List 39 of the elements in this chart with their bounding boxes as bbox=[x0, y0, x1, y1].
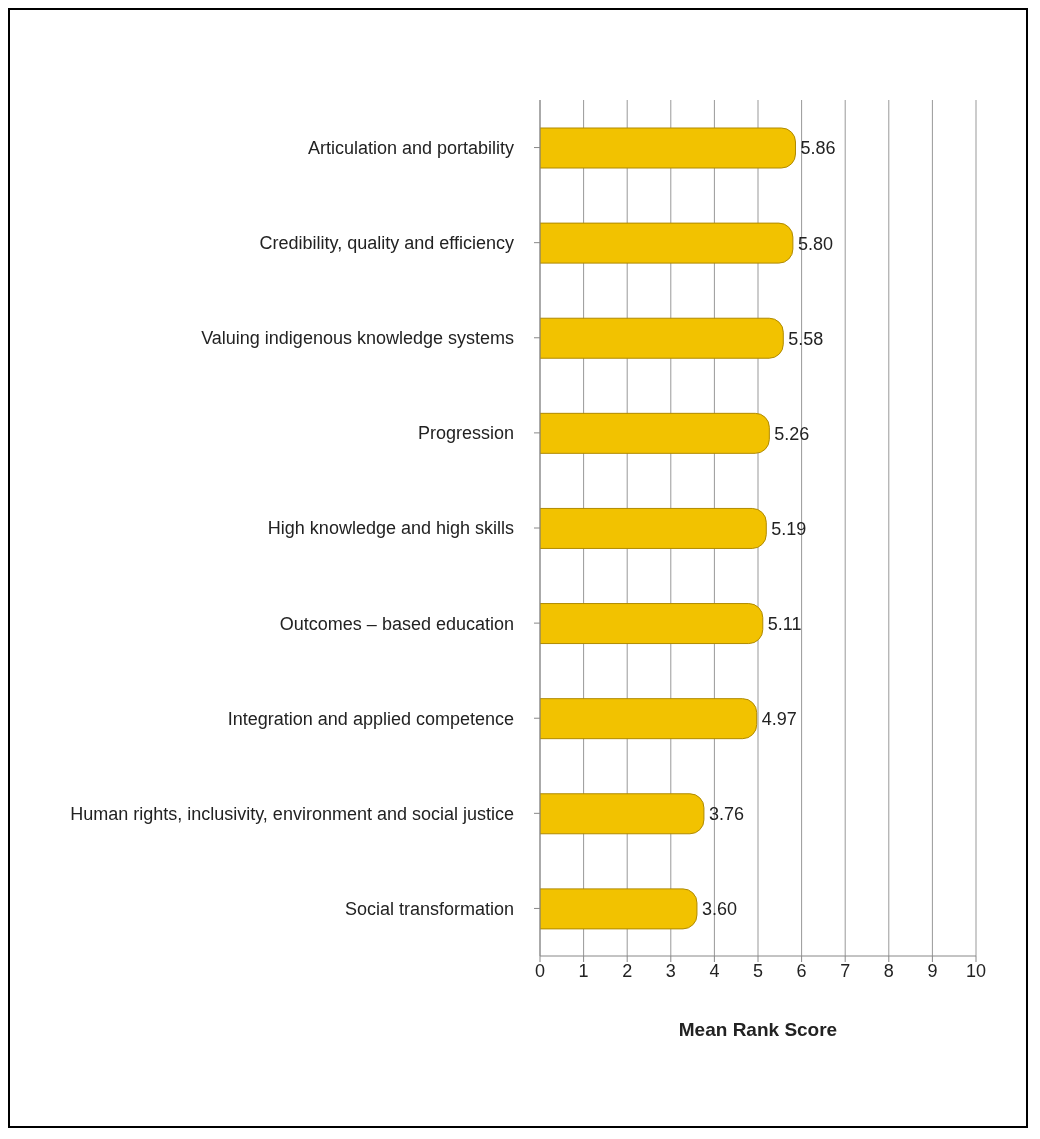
y-tick-label: Credibility, quality and efficiency bbox=[259, 233, 514, 254]
data-label: 5.19 bbox=[771, 518, 807, 539]
bar bbox=[540, 222, 794, 264]
data-label: 4.97 bbox=[761, 709, 797, 730]
bar bbox=[540, 507, 767, 549]
y-tick-label: High knowledge and high skills bbox=[267, 518, 514, 539]
bar bbox=[540, 888, 698, 930]
data-label: 3.60 bbox=[701, 899, 738, 920]
data-label: 3.76 bbox=[708, 804, 744, 825]
x-tick-label: 1 bbox=[578, 960, 589, 981]
y-tick-label: Outcomes – based education bbox=[279, 613, 514, 634]
data-label: 5.11 bbox=[767, 613, 802, 634]
x-tick-label: 8 bbox=[883, 960, 894, 981]
x-tick-label: 6 bbox=[796, 960, 807, 981]
y-tick-label: Integration and applied competence bbox=[227, 708, 514, 729]
x-tick-label: 7 bbox=[840, 960, 851, 981]
y-tick-label: Human rights, inclusivity, environment and social justice bbox=[70, 803, 514, 824]
bar bbox=[540, 603, 764, 645]
bar bbox=[540, 317, 784, 359]
bar bbox=[540, 127, 796, 169]
x-tick-label: 5 bbox=[752, 960, 764, 981]
x-tick-label: 9 bbox=[927, 960, 938, 981]
data-label: 5.26 bbox=[774, 423, 810, 444]
bar bbox=[540, 698, 758, 740]
x-tick-label: 10 bbox=[965, 960, 987, 981]
x-tick-label: 4 bbox=[709, 960, 720, 981]
x-tick-label: 3 bbox=[665, 960, 676, 981]
bar bbox=[540, 412, 770, 454]
x-tick-label: 2 bbox=[622, 960, 633, 981]
y-tick-label: Progression bbox=[417, 423, 514, 444]
data-label: 5.80 bbox=[797, 233, 833, 254]
y-tick-label: Social transformation bbox=[344, 898, 514, 919]
y-tick-label: Articulation and portability bbox=[307, 137, 514, 158]
data-label: 5.58 bbox=[788, 328, 824, 349]
y-tick-label: Valuing indigenous knowledge systems bbox=[201, 328, 514, 349]
data-label: 5.86 bbox=[800, 138, 836, 159]
bar bbox=[540, 793, 705, 835]
x-axis-title: Mean Rank Score bbox=[678, 1019, 838, 1040]
x-tick-label: 0 bbox=[534, 960, 546, 981]
